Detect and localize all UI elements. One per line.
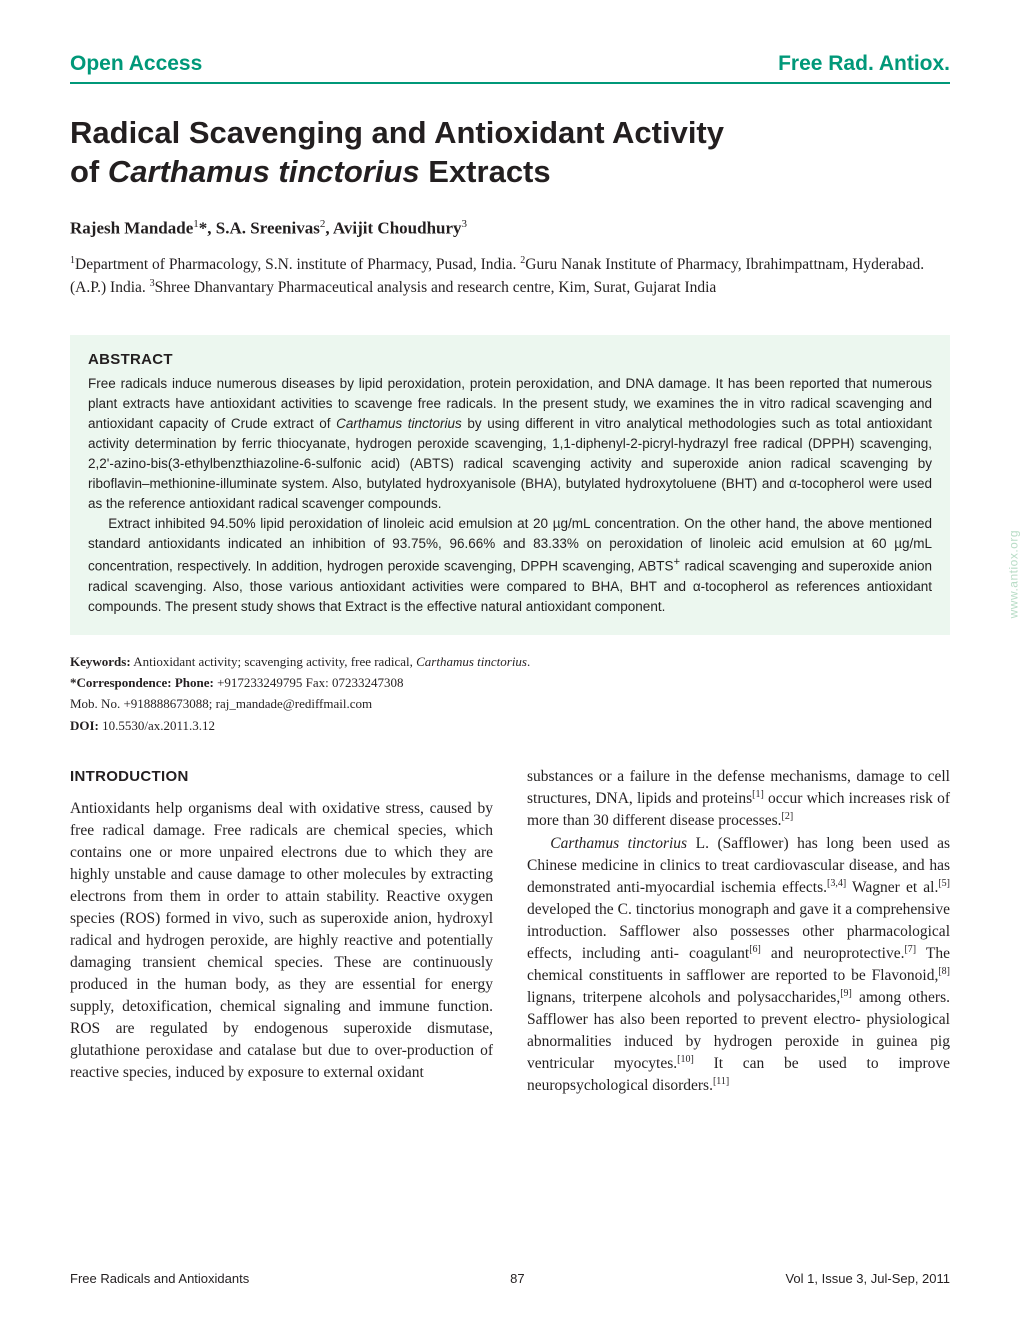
side-url: www.antiox.org [1006, 530, 1020, 618]
title-line2-ital: Carthamus tinctorius [108, 154, 420, 189]
keywords-label: Keywords: [70, 654, 131, 669]
doi-line: DOI: 10.5530/ax.2011.3.12 [70, 715, 950, 736]
page-header: Open Access Free Rad. Antiox. [70, 52, 950, 84]
affiliations: 1Department of Pharmacology, S.N. instit… [70, 254, 950, 299]
abstract-heading: ABSTRACT [88, 351, 932, 368]
mobile-line: Mob. No. +918888673088; raj_mandade@redi… [70, 693, 950, 714]
abstract-text: Free radicals induce numerous diseases b… [88, 374, 932, 616]
abstract-para1: Free radicals induce numerous diseases b… [88, 374, 932, 514]
abstract-box: ABSTRACT Free radicals induce numerous d… [70, 335, 950, 634]
intro-col1: Antioxidants help organisms deal with ox… [70, 798, 493, 1084]
authors: Rajesh Mandade1*, S.A. Sreenivas2, Aviji… [70, 218, 950, 239]
column-right: substances or a failure in the defense m… [527, 766, 950, 1097]
article-title: Radical Scavenging and Antioxidant Activ… [70, 114, 950, 192]
abstract-para2: Extract inhibited 94.50% lipid peroxidat… [88, 514, 932, 616]
title-line2-post: Extracts [420, 154, 551, 189]
header-journal: Free Rad. Antiox. [778, 52, 950, 76]
footer-right: Vol 1, Issue 3, Jul-Sep, 2011 [785, 1271, 950, 1286]
keywords-line: Keywords: Antioxidant activity; scavengi… [70, 651, 950, 672]
intro-col2-p2: Carthamus tinctorius L. (Safflower) has … [527, 833, 950, 1098]
footer-page-number: 87 [510, 1271, 524, 1286]
title-line1: Radical Scavenging and Antioxidant Activ… [70, 115, 724, 150]
column-left: INTRODUCTION Antioxidants help organisms… [70, 766, 493, 1097]
doi-text: 10.5530/ax.2011.3.12 [99, 718, 215, 733]
intro-col2-p1: substances or a failure in the defense m… [527, 766, 950, 832]
corr-text: +917233249795 Fax: 07233247308 [214, 675, 404, 690]
page-footer: Free Radicals and Antioxidants 87 Vol 1,… [70, 1271, 950, 1286]
corr-label: *Correspondence: Phone: [70, 675, 214, 690]
header-open-access: Open Access [70, 52, 202, 76]
doi-label: DOI: [70, 718, 99, 733]
body-columns: INTRODUCTION Antioxidants help organisms… [70, 766, 950, 1097]
footer-left: Free Radicals and Antioxidants [70, 1271, 249, 1286]
correspondence-line: *Correspondence: Phone: +917233249795 Fa… [70, 672, 950, 693]
article-meta: Keywords: Antioxidant activity; scavengi… [70, 651, 950, 737]
introduction-heading: INTRODUCTION [70, 766, 493, 787]
title-line2-pre: of [70, 154, 108, 189]
keywords-text: Antioxidant activity; scavenging activit… [131, 654, 531, 669]
